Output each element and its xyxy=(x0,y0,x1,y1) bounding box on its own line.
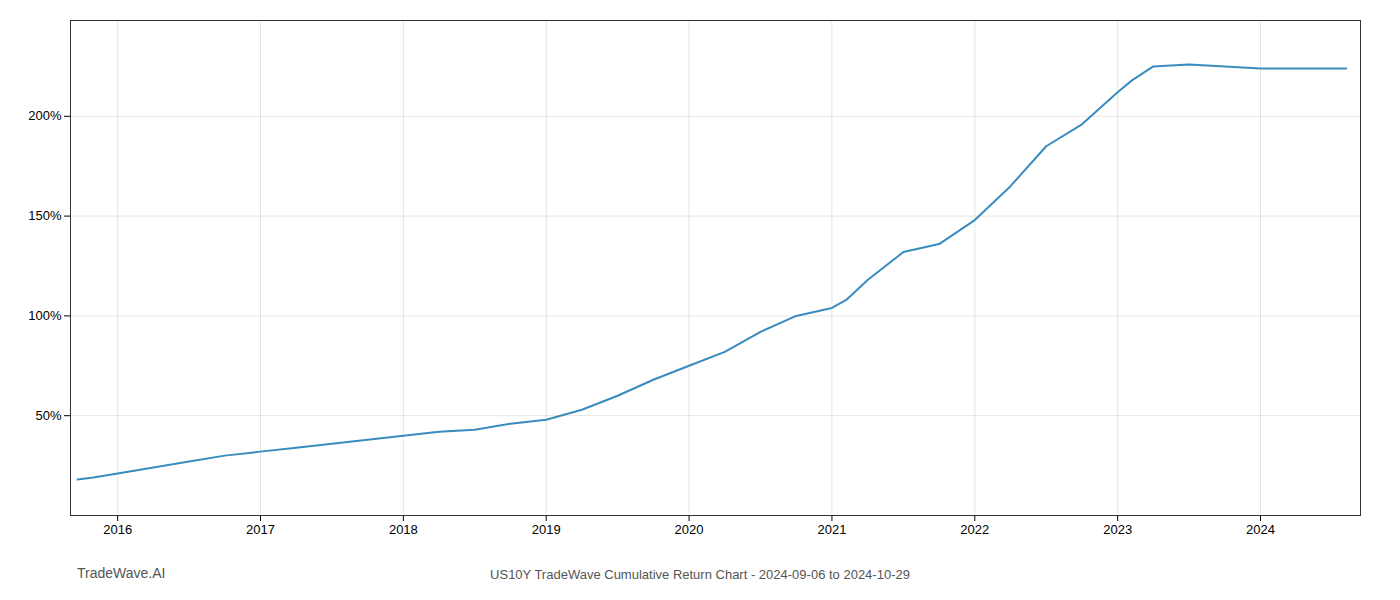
svg-text:50%: 50% xyxy=(35,408,61,423)
svg-text:2017: 2017 xyxy=(246,522,275,537)
svg-text:2024: 2024 xyxy=(1246,522,1275,537)
svg-text:2018: 2018 xyxy=(389,522,418,537)
svg-text:2020: 2020 xyxy=(675,522,704,537)
svg-text:2016: 2016 xyxy=(103,522,132,537)
svg-text:2022: 2022 xyxy=(960,522,989,537)
html-text:TradeWave.AI: TradeWave.AI xyxy=(77,565,166,581)
svg-text:2019: 2019 xyxy=(532,522,561,537)
svg-text:100%: 100% xyxy=(28,308,62,323)
svg-text:150%: 150% xyxy=(28,208,62,223)
svg-text:200%: 200% xyxy=(28,108,62,123)
svg-text:2023: 2023 xyxy=(1103,522,1132,537)
html-text:US10Y TradeWave Cumulative Ret: US10Y TradeWave Cumulative Return Chart … xyxy=(490,567,910,582)
svg-text:2021: 2021 xyxy=(817,522,846,537)
